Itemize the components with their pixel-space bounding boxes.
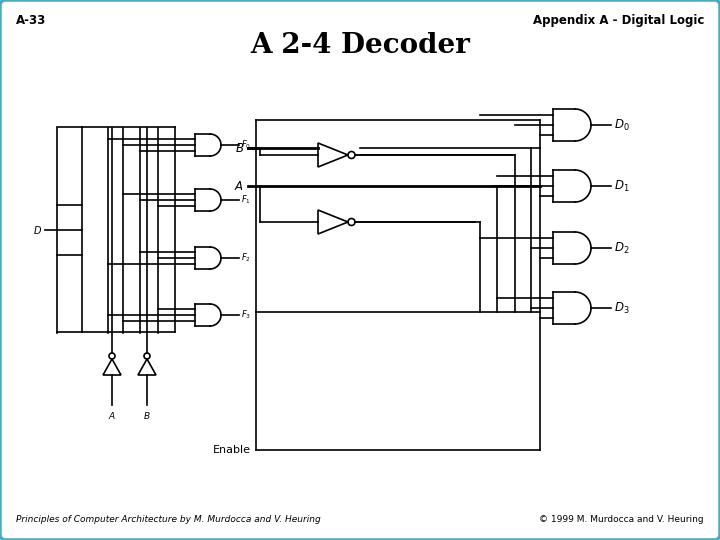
Text: $D_1$: $D_1$ xyxy=(614,178,629,193)
Text: © 1999 M. Murdocca and V. Heuring: © 1999 M. Murdocca and V. Heuring xyxy=(539,515,704,524)
Text: $F_2$: $F_2$ xyxy=(241,252,251,264)
Text: $F_3$: $F_3$ xyxy=(241,309,251,321)
Text: $D$: $D$ xyxy=(33,224,42,236)
Text: $D_2$: $D_2$ xyxy=(614,240,629,255)
Text: $F_1$: $F_1$ xyxy=(241,194,251,206)
Text: Enable: Enable xyxy=(213,445,251,455)
Text: $A$: $A$ xyxy=(108,410,116,421)
Text: $D_0$: $D_0$ xyxy=(614,117,630,132)
Text: $B$: $B$ xyxy=(235,141,244,154)
Text: A-33: A-33 xyxy=(16,14,46,27)
Text: $A$: $A$ xyxy=(234,179,244,192)
Text: $D_3$: $D_3$ xyxy=(614,300,629,315)
Text: Appendix A - Digital Logic: Appendix A - Digital Logic xyxy=(533,14,704,27)
Text: $B$: $B$ xyxy=(143,410,150,421)
Text: $F_0$: $F_0$ xyxy=(241,139,251,151)
Text: Principles of Computer Architecture by M. Murdocca and V. Heuring: Principles of Computer Architecture by M… xyxy=(16,515,320,524)
Text: A 2-4 Decoder: A 2-4 Decoder xyxy=(250,32,470,59)
